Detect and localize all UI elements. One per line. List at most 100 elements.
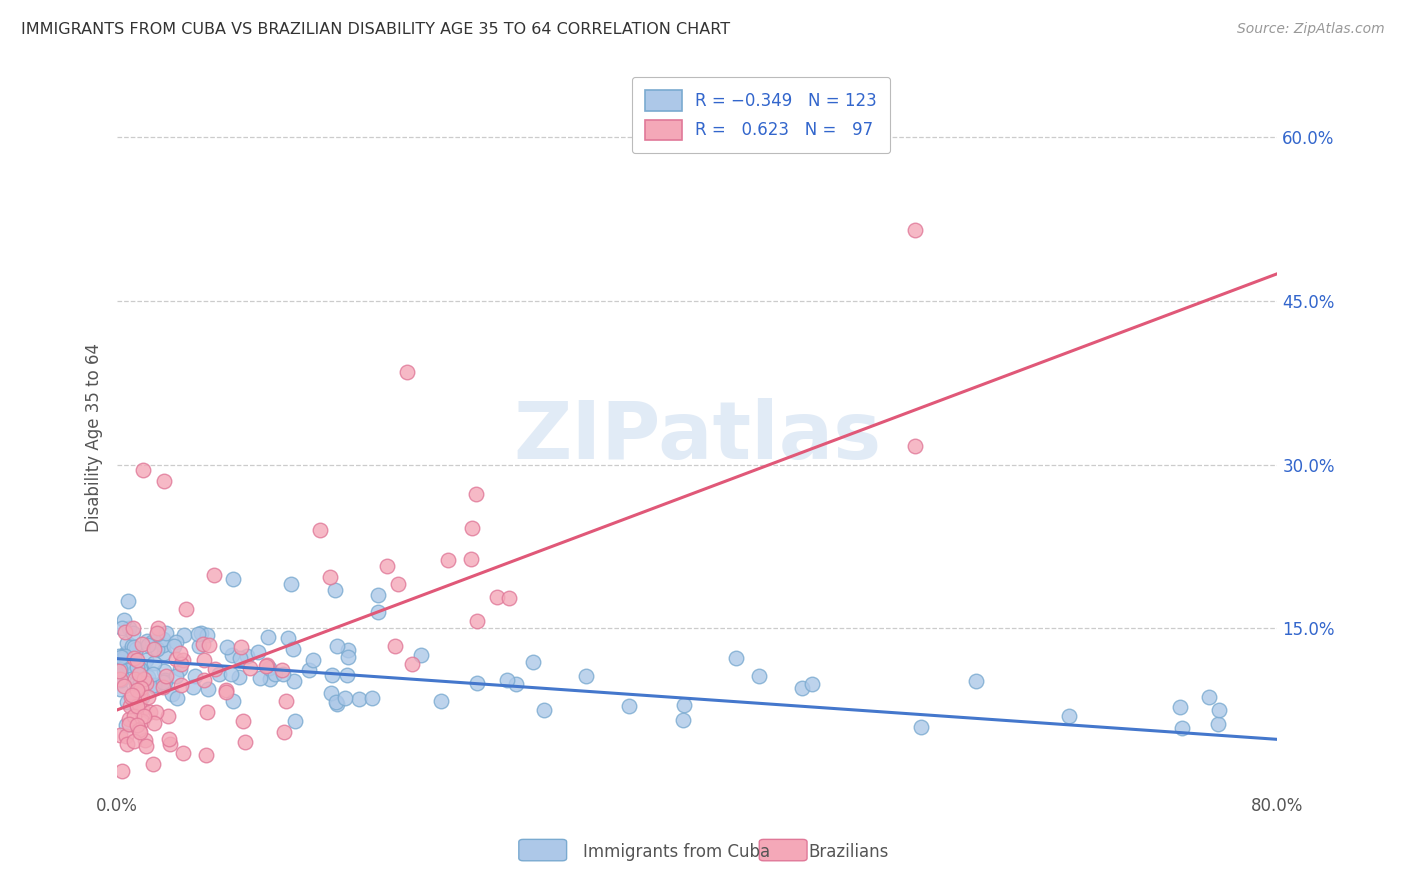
Point <box>790 681 813 695</box>
Point <box>384 639 406 653</box>
Point <box>170 678 193 692</box>
Point <box>155 673 177 687</box>
Text: Brazilians: Brazilians <box>808 843 889 861</box>
Point <box>142 756 165 771</box>
Point <box>142 641 165 656</box>
Point <box>129 725 152 739</box>
Text: ZIPatlas: ZIPatlas <box>513 398 882 476</box>
FancyBboxPatch shape <box>759 839 807 861</box>
Point <box>246 645 269 659</box>
Point <box>142 667 165 681</box>
Point <box>575 668 598 682</box>
Point <box>256 658 278 673</box>
Point <box>125 698 148 713</box>
Point <box>121 688 143 702</box>
Point <box>122 709 145 723</box>
Point <box>277 631 299 645</box>
Point <box>336 650 359 665</box>
Point <box>195 705 218 719</box>
Point <box>131 637 153 651</box>
Point <box>800 677 823 691</box>
Point <box>748 669 770 683</box>
Point <box>157 732 180 747</box>
Point <box>122 733 145 747</box>
Point <box>159 737 181 751</box>
Point <box>166 691 188 706</box>
Point <box>215 682 238 697</box>
Point <box>360 690 382 705</box>
Point <box>333 691 356 706</box>
Point <box>110 673 132 688</box>
Point <box>142 657 165 671</box>
Point <box>155 626 177 640</box>
Point <box>198 638 221 652</box>
Point <box>110 649 132 664</box>
Point <box>215 685 238 699</box>
Point <box>108 662 131 676</box>
Point <box>127 660 149 674</box>
Point <box>131 690 153 704</box>
Point <box>239 661 262 675</box>
Point <box>283 674 305 689</box>
Point <box>309 523 332 537</box>
Point <box>321 668 343 682</box>
Point <box>429 694 451 708</box>
Point <box>128 676 150 690</box>
Point <box>202 567 225 582</box>
Point <box>460 552 482 566</box>
Point <box>409 648 432 662</box>
Point <box>176 602 198 616</box>
Point <box>387 576 409 591</box>
Point <box>155 668 177 682</box>
Point <box>134 732 156 747</box>
Point <box>318 570 340 584</box>
Point <box>273 725 295 739</box>
Point <box>114 654 136 668</box>
Point <box>257 630 280 644</box>
Point <box>108 728 131 742</box>
Point <box>184 669 207 683</box>
Point <box>323 582 346 597</box>
Point <box>114 624 136 639</box>
Point <box>152 664 174 678</box>
Point <box>172 746 194 760</box>
Point <box>169 662 191 676</box>
Point <box>193 673 215 688</box>
Point <box>217 640 239 654</box>
Point <box>367 605 389 619</box>
Point <box>401 657 423 672</box>
Point <box>127 682 149 697</box>
Point <box>904 439 927 453</box>
Point <box>117 658 139 673</box>
Point <box>146 625 169 640</box>
Point <box>672 713 695 727</box>
Point <box>117 647 139 661</box>
Point <box>1057 708 1080 723</box>
Point <box>108 673 131 687</box>
Point <box>135 633 157 648</box>
Point <box>197 682 219 697</box>
Point <box>132 672 155 686</box>
Point <box>117 655 139 669</box>
Point <box>1171 721 1194 735</box>
Point <box>465 615 488 629</box>
Point <box>467 675 489 690</box>
Point <box>124 681 146 695</box>
Point <box>169 646 191 660</box>
Point <box>191 636 214 650</box>
Point <box>124 673 146 687</box>
Point <box>115 636 138 650</box>
Point <box>377 558 399 573</box>
Point <box>181 680 204 694</box>
Point <box>136 690 159 705</box>
Point <box>163 639 186 653</box>
Point <box>326 697 349 711</box>
Point <box>165 669 187 683</box>
Point <box>152 680 174 694</box>
Point <box>115 729 138 743</box>
Point <box>146 627 169 641</box>
Point <box>904 223 927 237</box>
Point <box>233 735 256 749</box>
Point <box>153 646 176 660</box>
Point <box>153 675 176 690</box>
